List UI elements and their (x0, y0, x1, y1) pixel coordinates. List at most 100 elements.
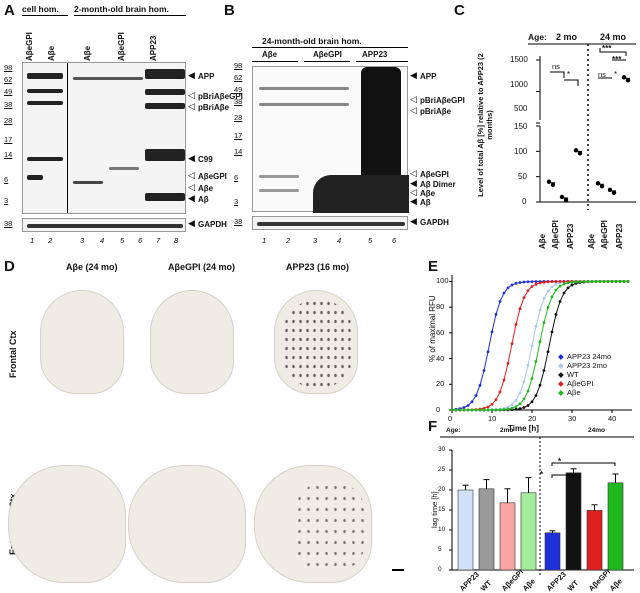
data-point (458, 408, 462, 412)
y-tick-label: 30 (438, 446, 446, 453)
data-point (490, 330, 494, 334)
data-point (466, 408, 470, 412)
data-point (534, 282, 538, 286)
filled-arrow-icon: ◀ (188, 153, 195, 163)
y-tick-label: 25 (438, 466, 446, 473)
panel-letter-e: E (428, 258, 439, 275)
scale-bar (392, 569, 404, 571)
y-tick-label: 0 (436, 405, 441, 414)
data-point (534, 280, 538, 283)
data-point (606, 280, 610, 283)
data-point (506, 405, 510, 409)
data-point (494, 313, 498, 316)
y-tick-label: 1000 (510, 80, 528, 89)
data-point (602, 280, 606, 283)
significance-label: *** (612, 55, 622, 64)
data-point (506, 361, 510, 365)
y-tick-label: 500 (514, 104, 528, 113)
marker-label: pBriAβe (420, 107, 452, 116)
legend-marker: ◆ (558, 352, 564, 361)
data-point (595, 181, 601, 186)
data-point (598, 280, 602, 283)
lane-number: 5 (120, 236, 125, 245)
mw-label: 3 (4, 196, 9, 205)
data-point (546, 280, 550, 284)
open-arrow-icon: ◁ (410, 94, 417, 104)
data-point (526, 280, 530, 284)
legend-label: APP23 2mo (567, 361, 608, 370)
data-point (582, 280, 586, 283)
bar (565, 472, 582, 571)
data-point (466, 404, 470, 407)
open-arrow-icon: ◁ (410, 168, 417, 178)
brain-section-image (40, 290, 124, 394)
data-point (546, 289, 550, 293)
data-point (526, 404, 530, 407)
group-label-24mo-brain: 24-month-old brain hom. (262, 36, 362, 46)
age-group-label: 24 mo (600, 32, 627, 42)
data-point (559, 194, 565, 200)
legend-marker: ◆ (558, 379, 564, 388)
data-point (554, 288, 558, 292)
open-arrow-icon: ◁ (188, 182, 195, 192)
marker-label: Aβ Dimer (420, 180, 456, 189)
data-point (514, 398, 518, 402)
data-point (550, 330, 554, 334)
legend-marker: ◆ (558, 361, 564, 370)
blot-image (252, 66, 409, 213)
lane-number: 5 (368, 236, 373, 245)
data-point (454, 408, 458, 412)
lane-number: 4 (337, 236, 342, 245)
marker-label: pBriAβeGPI (198, 92, 243, 101)
data-point (618, 280, 622, 283)
data-point (530, 400, 534, 404)
significance-label: * (567, 70, 571, 79)
data-point (599, 184, 605, 189)
filled-arrow-icon: ◀ (188, 70, 195, 80)
filled-arrow-icon: ◀ (410, 196, 417, 206)
data-point (490, 408, 494, 412)
data-point (534, 360, 538, 363)
mw-label: 17 (4, 135, 13, 144)
mw-label: 38 (234, 217, 243, 226)
mw-label: 38 (4, 100, 13, 109)
legend-label: APP23 24mo (567, 352, 612, 361)
data-point (558, 300, 562, 303)
data-point (518, 281, 522, 284)
data-point (470, 400, 474, 404)
significance-label: * (614, 70, 618, 79)
data-point (586, 280, 590, 283)
data-point (610, 280, 614, 283)
data-point (526, 363, 530, 367)
mw-label: 98 (4, 63, 13, 72)
data-point (550, 280, 554, 284)
x-tick-label: 40 (608, 414, 617, 423)
lane-number: 7 (156, 236, 161, 245)
mw-label: 28 (234, 113, 243, 122)
data-point (573, 148, 579, 153)
data-point (542, 321, 546, 325)
data-point (562, 291, 566, 295)
data-point (498, 408, 502, 412)
significance-bracket (551, 474, 574, 478)
y-tick-label: 80 (436, 302, 445, 312)
y-tick-label: 20 (438, 486, 446, 493)
marker-label: Aβe (420, 189, 436, 198)
data-point (522, 379, 526, 383)
data-point (546, 305, 550, 309)
column-label: Aβe (24 mo) (66, 262, 118, 272)
data-point (625, 78, 631, 83)
legend-label: WT (567, 370, 579, 379)
significance-bracket (550, 71, 565, 78)
data-point (510, 342, 514, 346)
data-point (514, 407, 518, 411)
data-point (478, 408, 482, 412)
age-group-label: 2mo (500, 427, 514, 434)
significance-label: * (540, 470, 544, 479)
mw-label: 38 (234, 97, 243, 106)
y-tick-label: 15 (438, 506, 446, 513)
data-point (474, 394, 478, 397)
lane-label: APP23 (362, 50, 388, 59)
lane-number: 2 (48, 236, 53, 245)
